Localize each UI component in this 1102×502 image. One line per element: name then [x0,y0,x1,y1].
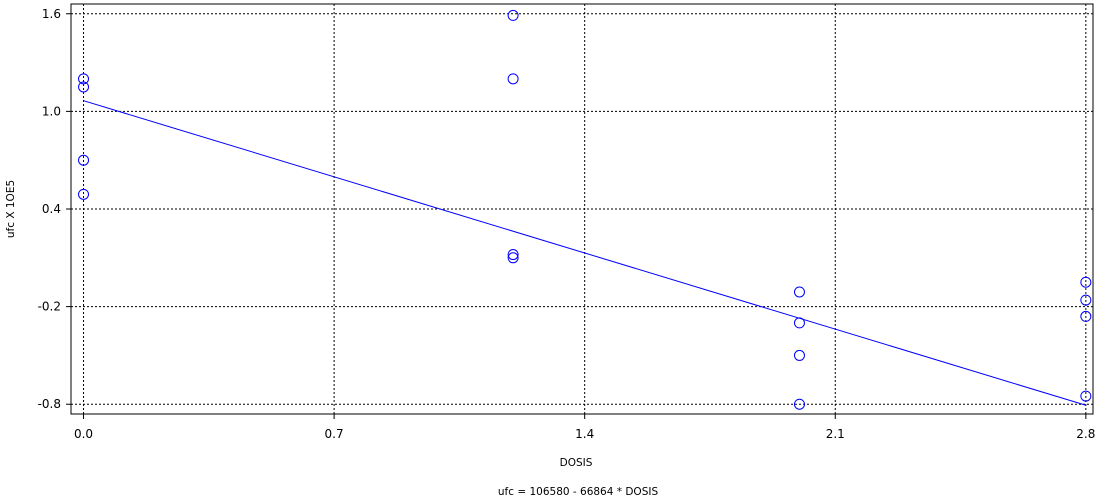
data-point [78,154,90,166]
axis-ticks: 0.0 0.7 1.4 2.1 2.8 -0.8 -0.2 0.4 1.0 1.6 [38,7,1096,441]
x-tick-label: 0.7 [325,427,344,441]
data-point [1080,310,1092,322]
data-points [78,9,1092,410]
grid [71,4,1093,414]
y-tick-label: -0.2 [38,300,61,314]
data-point [1080,390,1092,402]
y-tick-label: 0.4 [42,202,61,216]
data-point [78,81,90,93]
y-tick-label: -0.8 [38,397,61,411]
regression-line [83,100,1086,406]
y-tick-label: 1.6 [42,7,61,21]
data-point [793,398,805,410]
data-point [793,286,805,298]
data-point [1080,276,1092,288]
data-point [78,73,90,85]
data-point [793,349,805,361]
x-axis-label: DOSIS [560,457,593,469]
x-tick-label: 2.1 [826,427,845,441]
data-point [507,252,519,264]
data-point [507,9,519,21]
data-point [793,317,805,329]
x-tick-label: 1.4 [575,427,594,441]
y-axis-label: ufc X 1OE5 [5,180,17,238]
regression-line-group [83,100,1086,406]
x-tick-label: 2.8 [1076,427,1095,441]
x-tick-label: 0.0 [74,427,93,441]
data-point [507,73,519,85]
data-point [1080,294,1092,306]
data-point [78,188,90,200]
regression-equation: ufc = 106580 - 66864 * DOSIS [498,486,659,498]
data-point [507,249,519,261]
y-tick-label: 1.0 [42,104,61,118]
